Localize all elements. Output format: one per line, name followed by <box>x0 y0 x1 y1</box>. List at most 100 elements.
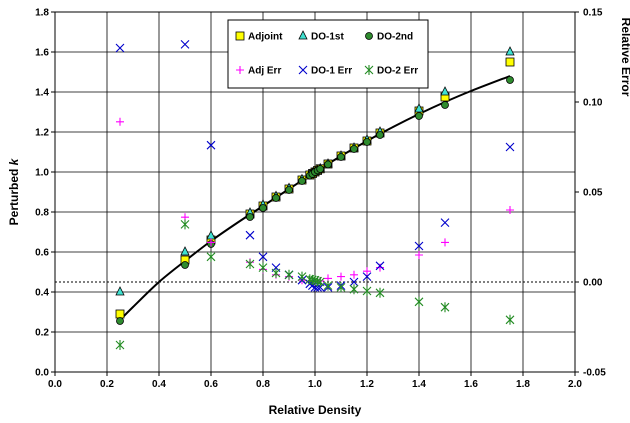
data-point <box>376 263 384 272</box>
series-do-2nd <box>116 76 514 325</box>
legend-label: DO-2nd <box>377 32 413 43</box>
legend-marker <box>236 66 244 74</box>
data-point <box>298 177 306 185</box>
x-tick-label: 0.8 <box>256 379 270 390</box>
y-axis-title-italic: k <box>7 157 21 165</box>
legend-item: Adj Err <box>236 66 281 77</box>
legend-item: DO-2nd <box>365 32 413 43</box>
legend-marker <box>365 32 373 40</box>
x-tick-label: 0.6 <box>204 379 218 390</box>
legend-item: DO-2 Err <box>364 65 418 77</box>
series-layer <box>115 40 515 350</box>
legend-marker <box>364 65 374 75</box>
data-point <box>440 302 450 313</box>
data-point <box>115 340 125 350</box>
data-point <box>207 238 215 247</box>
y-tick-label: 0.8 <box>35 208 49 219</box>
legend-marker <box>298 65 308 75</box>
y-tick-label: 0.6 <box>35 248 49 259</box>
data-point <box>272 194 280 202</box>
data-point <box>336 282 346 293</box>
data-point <box>116 117 124 126</box>
legend-label: DO-2 Err <box>377 66 418 77</box>
data-point <box>284 269 294 280</box>
y-axis-title-text: Perturbed <box>7 165 21 225</box>
y2-tick-label: 0.10 <box>583 98 603 109</box>
legend: Adjoint DO-1st DO-2nd Adj Err DO-1 Err DO-2 E… <box>227 19 429 89</box>
legend-box <box>227 19 429 89</box>
data-point <box>206 251 216 262</box>
data-point <box>180 40 190 49</box>
y-tick-label: 1.8 <box>35 8 49 19</box>
legend-item: DO-1 Err <box>298 65 352 77</box>
data-point <box>245 259 255 269</box>
data-point <box>324 160 332 169</box>
data-point <box>506 76 514 84</box>
data-point <box>505 46 515 56</box>
legend-label: DO-1 Err <box>311 66 352 77</box>
x-tick-label: 1.2 <box>360 379 374 390</box>
data-point <box>349 277 359 287</box>
y2-tick-label: 0.00 <box>583 278 603 289</box>
data-point <box>315 277 325 287</box>
legend-item: Adjoint <box>235 32 283 43</box>
data-point <box>440 218 450 227</box>
data-point <box>297 271 307 282</box>
axes: 0.0 0.2 0.4 0.6 0.8 1.0 1.2 1.4 1.6 1.8 2.0 0.0 0.2 0… <box>35 8 606 391</box>
data-point <box>115 309 125 319</box>
legend-label: DO-1st <box>311 32 344 43</box>
data-point <box>246 213 254 221</box>
legend-label: Adjoint <box>248 32 283 43</box>
data-point <box>506 206 514 214</box>
y-tick-label: 0.2 <box>35 328 49 339</box>
x-tick-label: 1.8 <box>516 379 530 390</box>
data-point <box>350 145 358 153</box>
data-point <box>181 261 189 269</box>
x-tick-label: 0.2 <box>100 379 114 390</box>
x-tick-label: 1.4 <box>412 379 426 390</box>
x-tick-label: 2.0 <box>568 379 582 390</box>
y-tick-label: 1.4 <box>35 88 49 99</box>
data-point <box>206 230 216 240</box>
data-point <box>258 262 268 273</box>
data-point <box>440 86 450 96</box>
legend-marker <box>298 30 308 40</box>
data-point <box>323 280 333 291</box>
data-point <box>441 238 449 247</box>
legend-label: Adj Err <box>248 66 281 77</box>
data-point <box>362 286 372 296</box>
data-point <box>376 131 384 139</box>
data-point <box>505 314 515 325</box>
data-point <box>349 284 359 295</box>
x-tick-label: 0.0 <box>48 379 62 390</box>
y-tick-label: 0.4 <box>35 288 49 299</box>
data-point <box>115 43 125 53</box>
data-point <box>414 103 424 113</box>
data-point <box>337 153 345 161</box>
data-point <box>115 286 125 296</box>
data-point <box>505 142 515 152</box>
data-point <box>285 186 293 194</box>
series-do-2-err <box>115 219 515 350</box>
data-point <box>259 204 267 212</box>
y-tick-label: 1.0 <box>35 168 49 179</box>
x-tick-label: 0.4 <box>152 379 166 390</box>
data-point <box>206 140 216 150</box>
y2-tick-label: 0.05 <box>583 188 603 199</box>
plot-frame <box>54 11 576 373</box>
data-point <box>505 57 515 67</box>
legend-item: DO-1st <box>298 30 344 43</box>
data-point <box>414 241 424 251</box>
y2-tick-label: 0.15 <box>583 8 603 19</box>
data-point <box>414 296 424 307</box>
data-point <box>441 101 449 109</box>
data-point <box>271 268 281 278</box>
x-axis-title: Relative Density <box>269 403 362 417</box>
data-point <box>180 219 190 230</box>
y-tick-label: 0.0 <box>35 368 49 379</box>
data-point <box>415 112 423 120</box>
data-point <box>415 251 423 259</box>
data-point <box>180 246 190 256</box>
data-point <box>350 270 358 279</box>
